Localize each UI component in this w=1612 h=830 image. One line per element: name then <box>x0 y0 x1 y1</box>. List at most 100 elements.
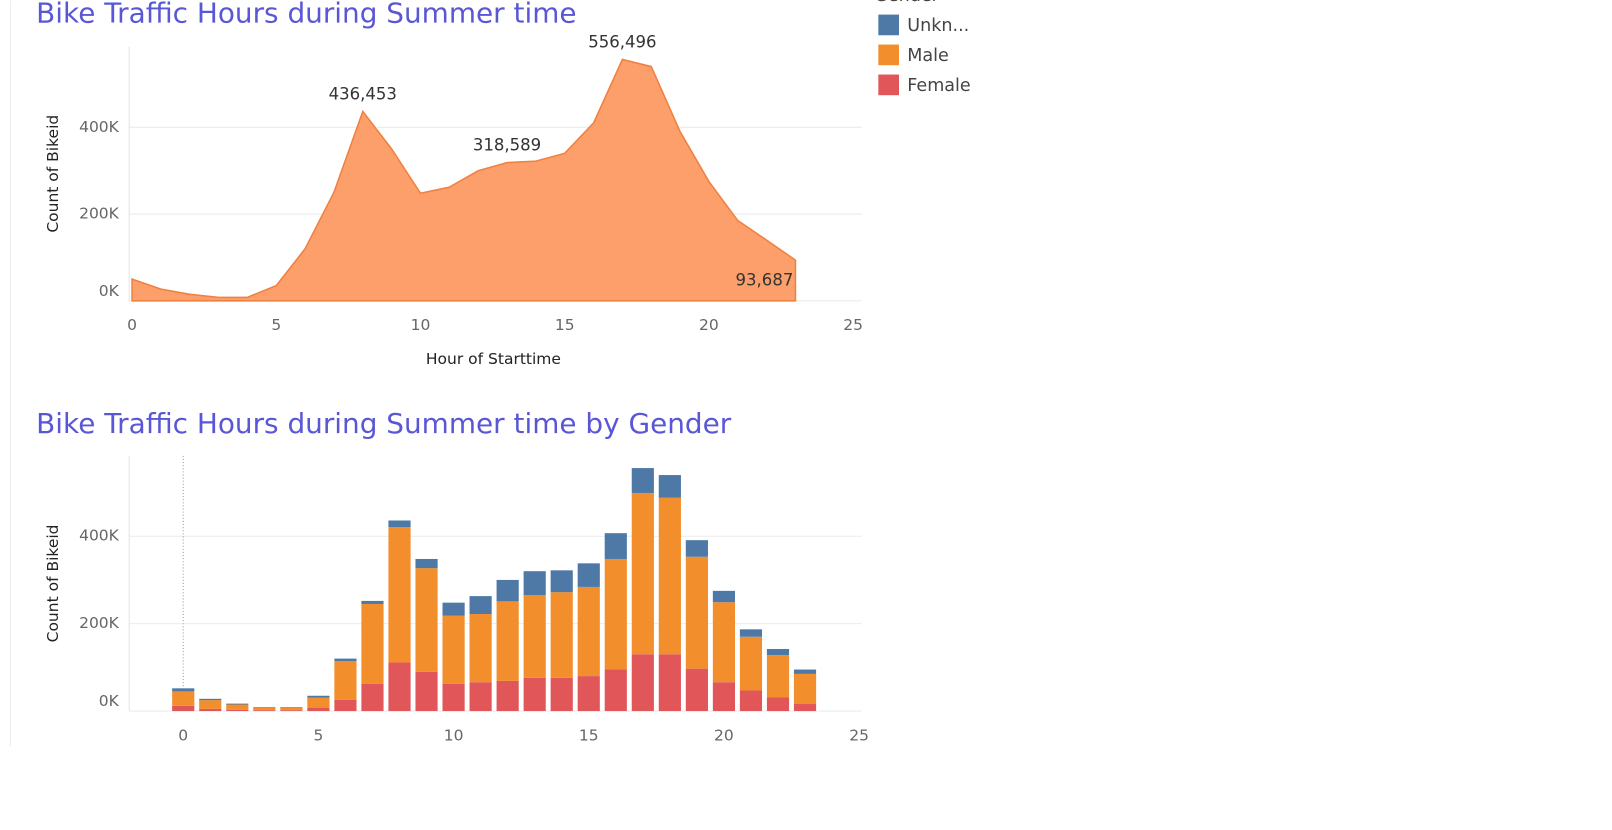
bar-segment <box>766 697 790 712</box>
bar-segment <box>658 654 681 712</box>
bar-segment <box>334 661 357 700</box>
bar-segment <box>199 698 222 701</box>
bar-segment <box>415 568 438 672</box>
x-tick-label: 25 <box>849 726 869 744</box>
x-tick-label: 5 <box>271 316 281 334</box>
data-label: 93,687 <box>736 270 794 289</box>
x-tick-label: 25 <box>843 316 863 334</box>
bar-segment <box>172 691 195 706</box>
x-axis-title: Hour of Starttime <box>426 350 561 368</box>
bar-segment <box>199 708 222 712</box>
bar-segment <box>496 601 519 681</box>
bar-segment <box>550 570 573 593</box>
bar-segment <box>334 699 357 712</box>
bar-segment <box>253 710 276 712</box>
data-label: 556,496 <box>588 32 656 51</box>
bar-segment <box>388 662 411 712</box>
x-tick-label: 10 <box>411 316 431 334</box>
bar-segment <box>388 527 411 663</box>
bar-segment <box>469 682 492 712</box>
bar-segment <box>577 563 600 587</box>
bar-segment <box>604 669 627 712</box>
y-tick-label: 400K <box>79 527 120 545</box>
x-tick-label: 10 <box>444 726 464 744</box>
bar-segment <box>307 695 330 698</box>
x-tick-label: 0 <box>127 316 137 334</box>
bar-segment <box>523 595 546 678</box>
legend-label: Unkn... <box>907 16 969 36</box>
x-tick-label: 15 <box>555 316 575 334</box>
bar-segment <box>415 558 438 569</box>
legend-label: Female <box>907 76 970 96</box>
bar-segment <box>712 590 736 603</box>
data-label: 436,453 <box>329 84 397 103</box>
bar-segment <box>739 636 763 691</box>
x-tick-label: 15 <box>579 726 599 744</box>
y-tick-label: 200K <box>79 614 120 632</box>
bar-segment <box>496 680 519 712</box>
chart-title: Bike Traffic Hours during Summer time by… <box>36 407 732 440</box>
bar-segment <box>550 592 573 678</box>
x-tick-label: 20 <box>714 726 734 744</box>
bar-segment <box>631 492 654 655</box>
bar-segment <box>766 648 790 656</box>
y-tick-label: 0K <box>99 282 120 300</box>
bar-segment <box>604 558 627 670</box>
bar-segment <box>739 629 763 637</box>
bar-segment <box>631 468 654 493</box>
bar-segment <box>442 615 465 684</box>
bar-segment <box>523 571 546 596</box>
x-tick-label: 5 <box>313 726 323 744</box>
bar-segment <box>712 602 736 683</box>
bar-segment <box>226 709 249 712</box>
bar-segment <box>604 533 627 559</box>
bar-segment <box>253 707 276 711</box>
bar-segment <box>388 520 411 528</box>
bar-segment <box>172 705 195 712</box>
bar-segment <box>172 688 195 692</box>
legend-swatch <box>878 44 899 66</box>
bar-segment <box>685 556 708 669</box>
bar-segment <box>334 658 357 662</box>
bar-segment <box>793 673 817 704</box>
bar-segment <box>739 690 763 712</box>
legend-swatch <box>878 14 899 36</box>
legend-swatch <box>878 74 899 96</box>
bar-segment <box>361 600 384 604</box>
bar-segment <box>307 707 330 712</box>
bar-segment <box>712 682 736 712</box>
bar-segment <box>658 475 681 498</box>
bar-segment <box>442 683 465 712</box>
y-tick-label: 0K <box>99 692 120 710</box>
x-tick-label: 0 <box>178 726 188 744</box>
y-tick-label: 400K <box>79 118 120 136</box>
bar-segment <box>793 669 817 674</box>
bar-segment <box>469 596 492 615</box>
bar-segment <box>523 677 546 712</box>
bar-segment <box>415 671 438 712</box>
bar-segment <box>199 700 222 709</box>
x-tick-label: 20 <box>699 316 719 334</box>
y-axis-title: Count of Bikeid <box>44 524 62 642</box>
area <box>131 58 797 302</box>
bar-segment <box>631 654 654 712</box>
bar-segment <box>361 603 384 684</box>
bar-segment <box>280 707 303 711</box>
data-label: 318,589 <box>473 136 541 155</box>
bar-segment <box>685 540 708 557</box>
bar-segment <box>550 677 573 712</box>
bar-segment <box>280 710 303 712</box>
bar-segment <box>307 697 330 708</box>
bar-segment <box>793 703 817 712</box>
bar-segment <box>658 497 681 655</box>
bar-segment <box>496 579 519 602</box>
bar-segment <box>685 668 708 712</box>
legend-label: Male <box>907 46 949 66</box>
bar-segment <box>361 683 384 712</box>
bar-segment <box>226 703 249 705</box>
bar-segment <box>442 602 465 616</box>
bar-segment <box>577 586 600 677</box>
chart-title: Bike Traffic Hours during Summer time <box>36 0 576 30</box>
